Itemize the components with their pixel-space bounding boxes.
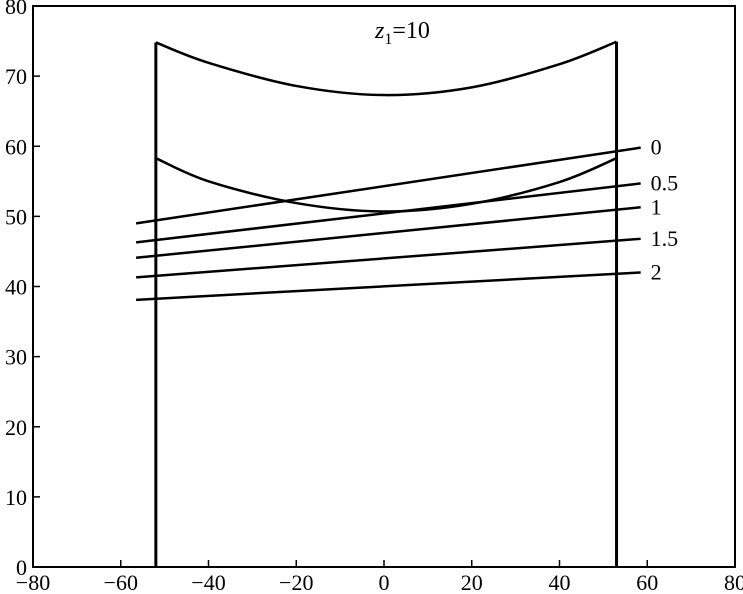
title-variable: z bbox=[374, 18, 385, 44]
title-subscript: 1 bbox=[384, 31, 392, 48]
boundary-curves bbox=[154, 40, 619, 567]
x-tick-label: 20 bbox=[461, 570, 483, 594]
title-value: =10 bbox=[392, 18, 430, 44]
y-tick-label: 80 bbox=[5, 0, 27, 19]
series-label: 2 bbox=[651, 259, 662, 284]
y-tick-label: 60 bbox=[5, 134, 27, 159]
series-line-2 bbox=[136, 271, 641, 302]
y-tick-label: 50 bbox=[5, 204, 27, 229]
boundary-lower-curve bbox=[155, 157, 618, 213]
series-line-0.5 bbox=[135, 182, 641, 244]
x-tick-label: −40 bbox=[191, 570, 225, 594]
y-tick-label: 30 bbox=[5, 345, 27, 370]
y-tick-label: 70 bbox=[5, 64, 27, 89]
x-tick-label: −20 bbox=[279, 570, 313, 594]
y-tick-label: 10 bbox=[5, 485, 27, 510]
y-tick-label: 20 bbox=[5, 415, 27, 440]
x-tick-label: −80 bbox=[16, 570, 50, 594]
x-tick-label: 40 bbox=[549, 570, 571, 594]
series-lines: 0 0.51 1.5 2 bbox=[135, 135, 679, 302]
x-tick-label: 80 bbox=[724, 570, 743, 594]
series-line-1 bbox=[135, 206, 641, 259]
series-label: 1 bbox=[651, 194, 662, 219]
series-line-1.5 bbox=[136, 237, 641, 279]
series-label: 0.5 bbox=[651, 170, 679, 195]
x-tick-label: 60 bbox=[636, 570, 658, 594]
x-tick-label: −60 bbox=[104, 570, 138, 594]
series-label: 0 bbox=[651, 135, 662, 160]
y-tick-label: 40 bbox=[5, 275, 27, 300]
boundary-upper-curve bbox=[155, 40, 617, 97]
y-tick-label: 0 bbox=[16, 555, 27, 580]
chart-title: z1=10 bbox=[374, 18, 430, 48]
series-line-0 bbox=[135, 146, 641, 225]
series-label: 1.5 bbox=[651, 226, 679, 251]
x-tick-label: 0 bbox=[379, 570, 390, 594]
